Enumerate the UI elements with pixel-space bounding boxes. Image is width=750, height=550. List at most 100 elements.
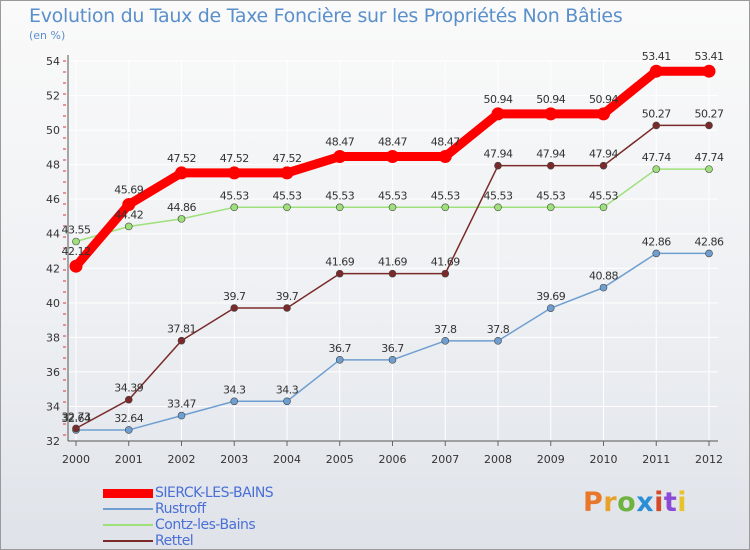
chart-title: Evolution du Taux de Taxe Foncière sur l…	[29, 5, 623, 27]
data-label: 41.69	[378, 256, 407, 269]
legend-label: Rustroff	[155, 501, 206, 517]
y-tick-label: 42	[46, 262, 60, 275]
data-point	[122, 198, 136, 212]
data-label: 47.52	[220, 152, 249, 165]
data-label: 42.86	[695, 235, 724, 248]
legend-swatch	[103, 524, 153, 526]
data-point	[546, 203, 555, 212]
x-tick-label: 2007	[431, 453, 459, 466]
data-point	[177, 215, 186, 223]
logo-letter: t	[663, 487, 678, 518]
data-label: 45.53	[484, 189, 513, 202]
x-tick-label: 2010	[590, 453, 618, 466]
data-label: 53.41	[695, 50, 724, 63]
data-point	[283, 304, 291, 312]
data-label: 32.73	[62, 410, 91, 423]
data-point	[230, 397, 239, 406]
data-label: 45.53	[536, 189, 565, 202]
x-tick-label: 2008	[484, 453, 512, 466]
logo-letter: i	[654, 487, 664, 518]
data-point	[124, 395, 133, 404]
data-point	[546, 161, 555, 170]
data-label: 53.41	[642, 50, 671, 63]
chart-unit: (en %)	[29, 29, 66, 42]
y-tick-label: 48	[46, 159, 60, 172]
data-point	[283, 203, 291, 212]
data-point	[705, 165, 713, 173]
data-point	[280, 166, 294, 180]
legend-label: SIERCK-LES-BAINS	[155, 485, 274, 501]
data-label: 48.47	[378, 136, 407, 149]
data-point	[72, 424, 80, 433]
data-label: 45.69	[114, 184, 143, 197]
data-point	[599, 283, 608, 292]
data-label: 50.94	[484, 93, 513, 106]
logo-letter: o	[617, 487, 637, 518]
y-tick-label: 36	[46, 366, 60, 379]
data-point	[283, 397, 291, 406]
y-tick-label: 54	[46, 55, 60, 68]
y-tick-label: 46	[46, 193, 60, 206]
data-label: 32.64	[114, 412, 143, 425]
data-label: 50.94	[589, 93, 618, 106]
x-tick-label: 2004	[273, 453, 301, 466]
data-point	[546, 304, 555, 312]
data-point	[544, 107, 558, 121]
data-point	[441, 337, 450, 345]
logo-letter: x	[636, 487, 655, 518]
data-label: 34.39	[114, 382, 143, 395]
data-label: 50.27	[642, 107, 671, 120]
data-point	[335, 203, 344, 212]
data-label: 32.64	[62, 412, 91, 425]
data-label: 47.94	[536, 148, 565, 161]
data-label: 44.42	[114, 208, 143, 221]
legend-label: Rettel	[155, 533, 194, 549]
legend-swatch	[103, 540, 153, 542]
x-tick-label: 2009	[537, 453, 565, 466]
x-tick-label: 2011	[642, 453, 670, 466]
data-label: 37.8	[487, 323, 510, 336]
data-label: 45.53	[378, 189, 407, 202]
axes: 32 34 36 38 40 42 44 46 48 50 52 54 2000 2001 2002 2003…	[46, 55, 723, 466]
data-point	[124, 222, 133, 231]
proxiti-logo: Proxiti	[583, 487, 687, 518]
x-tick-label: 2001	[115, 453, 143, 466]
data-label: 44.86	[167, 201, 196, 214]
data-point	[335, 269, 344, 278]
data-label: 45.53	[325, 189, 354, 202]
data-label: 47.52	[273, 152, 302, 165]
data-label: 45.53	[273, 189, 302, 202]
y-tick-label: 32	[46, 435, 60, 448]
data-point	[597, 107, 610, 121]
data-label: 47.52	[167, 152, 196, 165]
data-label: 42.12	[62, 245, 91, 258]
data-label: 48.47	[431, 136, 460, 149]
logo-letter: P	[583, 487, 604, 518]
data-label: 39.7	[276, 290, 299, 303]
y-tick-label: 38	[46, 331, 60, 344]
data-point	[386, 150, 399, 164]
data-label: 39.69	[536, 290, 565, 303]
data-label: 34.3	[223, 383, 246, 396]
data-point	[491, 107, 505, 121]
data-point	[175, 166, 188, 180]
data-point	[388, 269, 397, 278]
data-label: 41.69	[431, 256, 460, 269]
data-label: 36.7	[381, 342, 404, 355]
data-label: 48.47	[325, 136, 354, 149]
data-point	[124, 426, 133, 434]
x-tick-label: 2005	[326, 453, 354, 466]
data-point	[388, 203, 397, 212]
y-tick-label: 34	[46, 400, 60, 413]
y-tick-label: 44	[46, 228, 60, 241]
x-tick-label: 2002	[168, 453, 196, 466]
data-point	[230, 203, 239, 212]
data-label: 50.27	[695, 107, 724, 120]
data-point	[333, 150, 347, 164]
data-label: 47.94	[484, 148, 513, 161]
data-label: 47.74	[695, 151, 724, 164]
data-label: 45.53	[589, 189, 618, 202]
legend-swatch	[103, 508, 153, 510]
logo-letter: i	[677, 487, 688, 518]
